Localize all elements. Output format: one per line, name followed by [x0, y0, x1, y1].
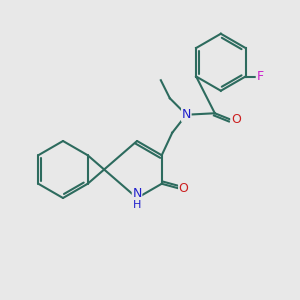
Text: N: N — [182, 108, 191, 121]
Text: H: H — [133, 200, 141, 211]
Text: O: O — [179, 182, 189, 195]
Text: N: N — [132, 187, 142, 200]
Text: F: F — [256, 70, 263, 83]
Text: O: O — [231, 113, 241, 126]
